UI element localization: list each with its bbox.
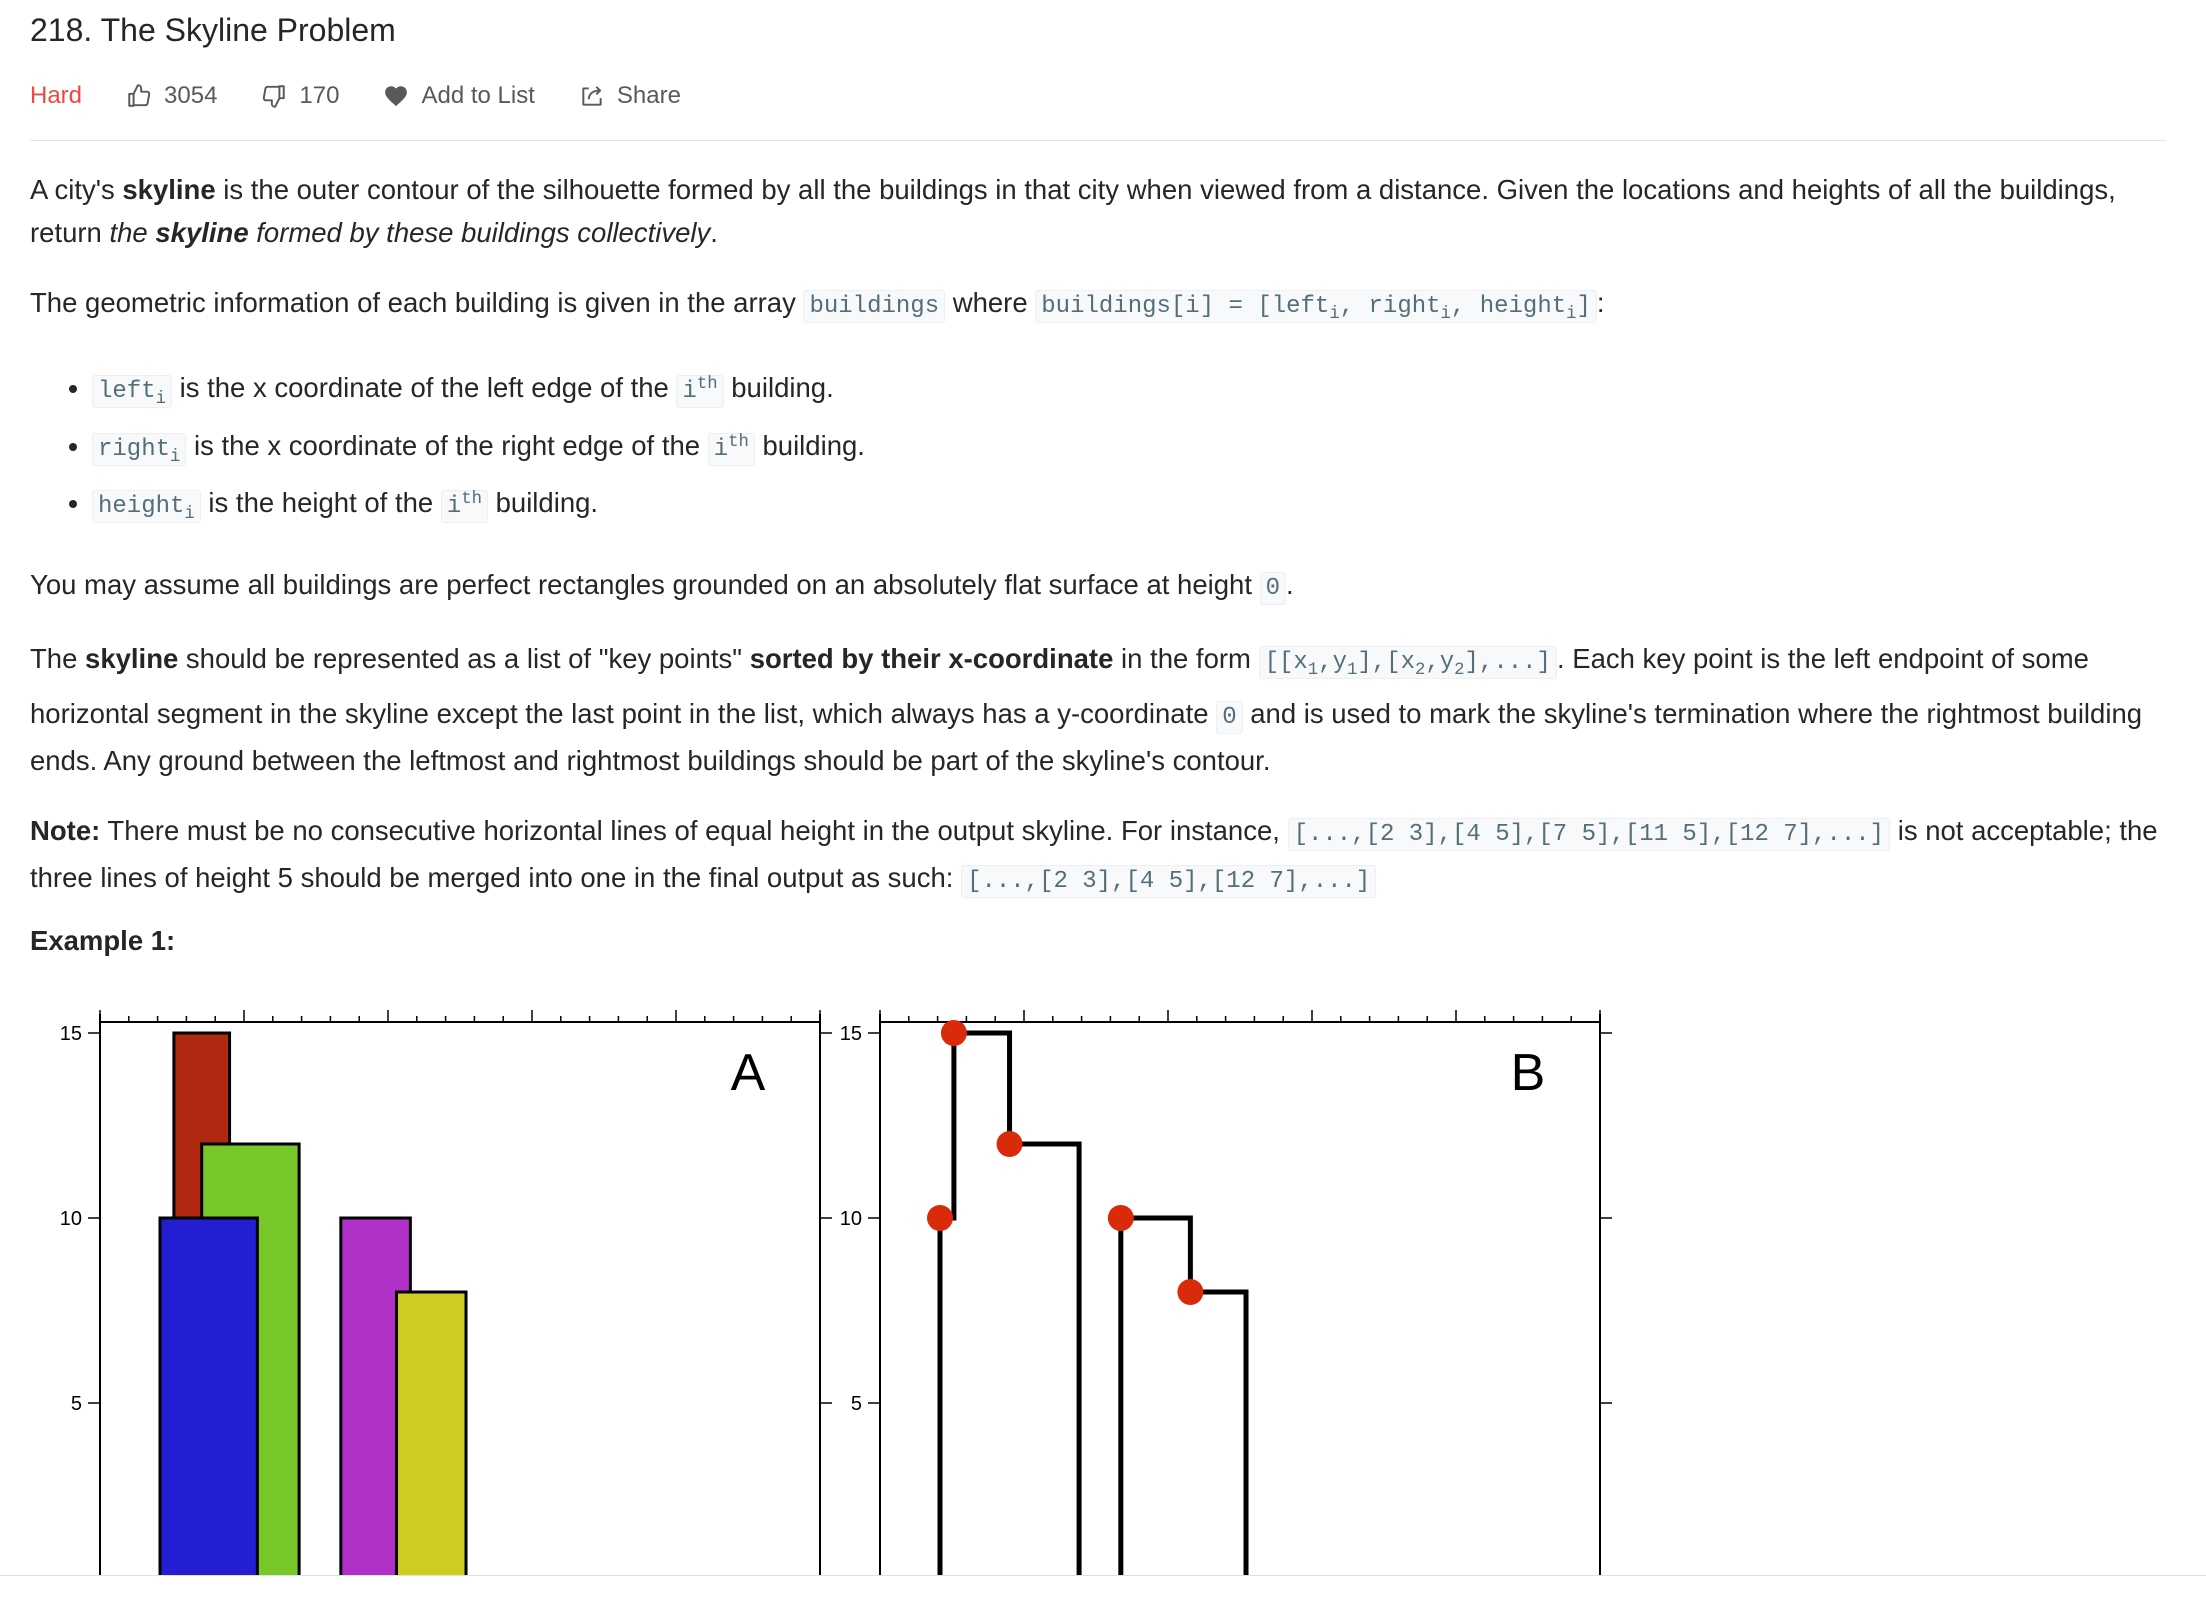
y-tick-label: 5 [71,1393,82,1415]
building-blue [158,1216,259,1582]
inline-code: 0 [1216,700,1243,734]
thumbs-down-icon [263,85,286,108]
list-item: righti is the x coordinate of the right … [92,421,2170,479]
likes-count: 3054 [164,82,218,109]
inline-code: buildings [803,290,946,323]
definition-list: lefti is the x coordinate of the left ed… [30,363,2170,536]
inline-code: ith [676,374,724,408]
key-point [1107,1205,1134,1231]
add-to-list-label: Add to List [421,82,535,109]
share-icon [582,86,602,106]
assumption-paragraph: You may assume all buildings are perfect… [30,563,2170,610]
skyline-contour [937,1030,1082,1580]
problem-title: 218. The Skyline Problem [30,12,396,48]
inline-code: lefti [92,374,172,409]
key-point [927,1205,953,1231]
y-tick-label: 15 [60,1023,82,1045]
panel-a-buildings: 15 10 5 A [60,1010,832,1582]
inline-code: [...,[2 3],[4 5],[12 7],...] [961,864,1377,898]
key-point [940,1020,967,1046]
note-paragraph: Note: There must be no consecutive horiz… [30,809,2170,903]
problem-description: A city's skyline is the outer contour of… [30,168,2170,930]
panel-b-skyline: 15 10 5 B [840,1010,1612,1580]
inline-code: righti [92,432,187,466]
key-point [996,1131,1023,1157]
page-bottom-divider [0,1575,2206,1576]
panel-label: A [731,1044,766,1102]
inline-code: heighti [92,490,201,524]
like-button[interactable]: 3054 [126,82,217,110]
inline-code: [...,[2 3],[4 5],[7 5],[11 5],[12 7],...… [1287,817,1891,851]
panel-label: B [1511,1044,1546,1102]
inline-code: buildings[i] = [lefti, righti, heighti] [1035,290,1597,324]
share-label: Share [616,82,681,109]
heart-icon [385,86,408,107]
y-tick-label: 5 [851,1393,862,1415]
list-item: heighti is the height of the ith buildin… [92,478,2170,536]
share-button[interactable]: Share [579,82,681,110]
y-tick-label: 10 [840,1208,862,1230]
inline-code: ith [440,490,488,524]
building-yellow [394,1290,468,1582]
thumbs-up-icon [128,84,151,107]
y-tick-label: 10 [60,1208,82,1230]
key-point [1177,1279,1204,1305]
example-title: Example 1: [30,925,176,956]
geometry-paragraph: The geometric information of each buildi… [30,287,1605,324]
header-divider [30,140,2166,141]
y-tick-label: 15 [840,1023,862,1045]
dislike-button[interactable]: 170 [261,82,339,110]
list-item: lefti is the x coordinate of the left ed… [92,363,2170,421]
inline-code: [[x1,y1],[x2,y2],...] [1258,646,1557,680]
problem-meta-bar: Hard 3054 170 Add to List S [30,76,725,116]
example-figure: 15 10 5 A 15 10 5 B [30,1000,1650,1582]
add-to-list-button[interactable]: Add to List [383,82,535,110]
skyline-contour [1118,1215,1249,1580]
dislikes-count: 170 [299,82,340,109]
difficulty-badge: Hard [30,82,83,109]
description-paragraph: A city's skyline is the outer contour of… [30,174,2116,248]
inline-code: 0 [1259,572,1287,606]
skyline-figure: 15 10 5 A 15 10 5 B [60,1010,1612,1582]
skyline-format-paragraph: The skyline should be represented as a l… [30,643,2143,776]
inline-code: ith [707,432,755,466]
